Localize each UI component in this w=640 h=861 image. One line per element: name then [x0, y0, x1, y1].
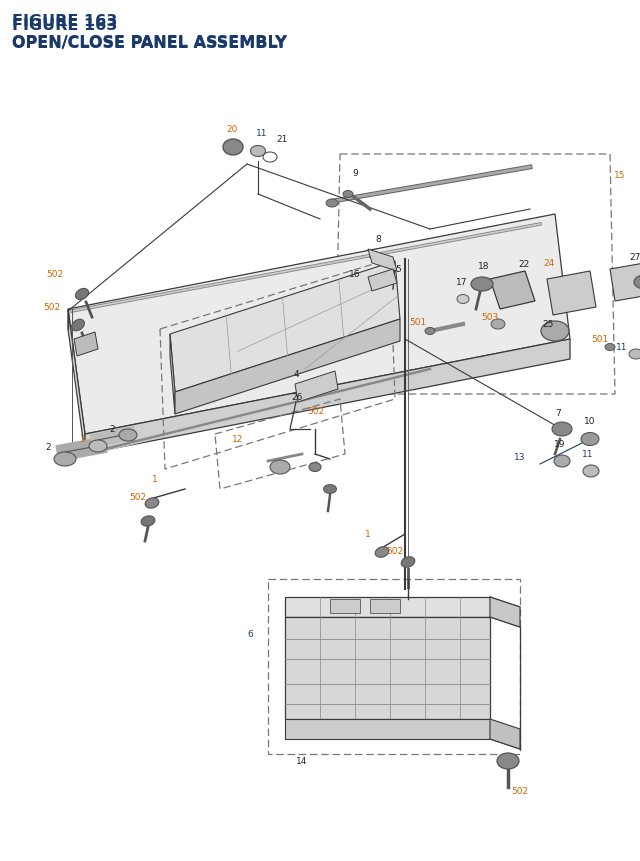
- Ellipse shape: [54, 453, 76, 467]
- Text: 3: 3: [79, 435, 85, 444]
- Text: 18: 18: [478, 263, 490, 271]
- Polygon shape: [610, 263, 640, 301]
- Text: 2: 2: [45, 443, 51, 452]
- Polygon shape: [170, 335, 175, 414]
- Ellipse shape: [89, 441, 107, 453]
- Ellipse shape: [425, 328, 435, 335]
- Text: 1: 1: [152, 475, 158, 484]
- Ellipse shape: [634, 276, 640, 289]
- Text: 502: 502: [47, 270, 63, 279]
- Text: 24: 24: [543, 259, 555, 268]
- Ellipse shape: [554, 455, 570, 468]
- Text: 502: 502: [387, 547, 404, 556]
- Text: 501: 501: [410, 318, 427, 327]
- Text: 27: 27: [629, 253, 640, 263]
- Text: 503: 503: [481, 313, 499, 322]
- Ellipse shape: [471, 278, 493, 292]
- Ellipse shape: [541, 322, 569, 342]
- Ellipse shape: [491, 319, 505, 330]
- Text: 1: 1: [365, 530, 371, 539]
- Ellipse shape: [119, 430, 137, 442]
- Text: 10: 10: [584, 417, 596, 426]
- Text: 11: 11: [256, 128, 268, 138]
- Text: FIGURE 163: FIGURE 163: [12, 18, 117, 33]
- Text: 19: 19: [554, 440, 566, 449]
- Polygon shape: [295, 372, 338, 403]
- Text: 502: 502: [307, 407, 324, 416]
- Ellipse shape: [552, 423, 572, 437]
- Text: 15: 15: [614, 170, 626, 179]
- Text: 6: 6: [247, 629, 253, 639]
- Ellipse shape: [270, 461, 290, 474]
- Ellipse shape: [457, 295, 469, 304]
- Ellipse shape: [250, 146, 266, 158]
- Text: 20: 20: [227, 126, 237, 134]
- Polygon shape: [68, 214, 570, 435]
- Ellipse shape: [401, 557, 415, 567]
- Polygon shape: [285, 598, 490, 617]
- Text: 4: 4: [293, 370, 299, 379]
- Ellipse shape: [583, 466, 599, 478]
- Polygon shape: [490, 272, 535, 310]
- Ellipse shape: [223, 139, 243, 156]
- Text: OPEN/CLOSE PANEL ASSEMBLY: OPEN/CLOSE PANEL ASSEMBLY: [12, 36, 287, 51]
- Text: 22: 22: [518, 260, 530, 269]
- Ellipse shape: [323, 485, 337, 494]
- Ellipse shape: [581, 433, 599, 446]
- Text: 5: 5: [395, 265, 401, 274]
- Polygon shape: [74, 332, 98, 356]
- Text: 11: 11: [616, 343, 628, 352]
- Text: 25: 25: [542, 320, 554, 329]
- Ellipse shape: [76, 289, 88, 300]
- Polygon shape: [547, 272, 596, 316]
- Text: 7: 7: [555, 409, 561, 418]
- Bar: [330, 599, 360, 613]
- Ellipse shape: [309, 463, 321, 472]
- Ellipse shape: [343, 191, 353, 198]
- Ellipse shape: [141, 517, 155, 527]
- Text: FIGURE 163: FIGURE 163: [12, 14, 117, 29]
- Polygon shape: [175, 319, 400, 414]
- Text: 12: 12: [232, 435, 244, 444]
- Polygon shape: [85, 339, 570, 455]
- Ellipse shape: [605, 344, 615, 351]
- Ellipse shape: [145, 499, 159, 509]
- Text: 21: 21: [276, 135, 288, 145]
- Ellipse shape: [326, 200, 338, 208]
- Polygon shape: [490, 719, 520, 749]
- Text: 11: 11: [582, 450, 594, 459]
- Text: 501: 501: [591, 335, 609, 344]
- Polygon shape: [68, 310, 85, 455]
- Text: 16: 16: [349, 270, 361, 279]
- Ellipse shape: [375, 547, 388, 558]
- Polygon shape: [285, 617, 490, 719]
- Polygon shape: [368, 250, 397, 272]
- Ellipse shape: [72, 320, 84, 331]
- Text: 502: 502: [44, 303, 61, 313]
- Text: 26: 26: [291, 393, 303, 402]
- Text: 17: 17: [456, 278, 468, 288]
- Polygon shape: [368, 269, 397, 292]
- Text: 14: 14: [296, 757, 308, 765]
- Ellipse shape: [497, 753, 519, 769]
- Text: OPEN/CLOSE PANEL ASSEMBLY: OPEN/CLOSE PANEL ASSEMBLY: [12, 35, 287, 50]
- Text: 9: 9: [352, 170, 358, 178]
- Text: 13: 13: [515, 453, 525, 462]
- Polygon shape: [285, 719, 490, 739]
- Ellipse shape: [629, 350, 640, 360]
- Polygon shape: [490, 598, 520, 628]
- Text: 2: 2: [109, 425, 115, 434]
- Text: 502: 502: [129, 493, 147, 502]
- Bar: [370, 599, 400, 613]
- Text: 8: 8: [375, 235, 381, 245]
- Text: 502: 502: [511, 787, 529, 796]
- Polygon shape: [170, 262, 400, 393]
